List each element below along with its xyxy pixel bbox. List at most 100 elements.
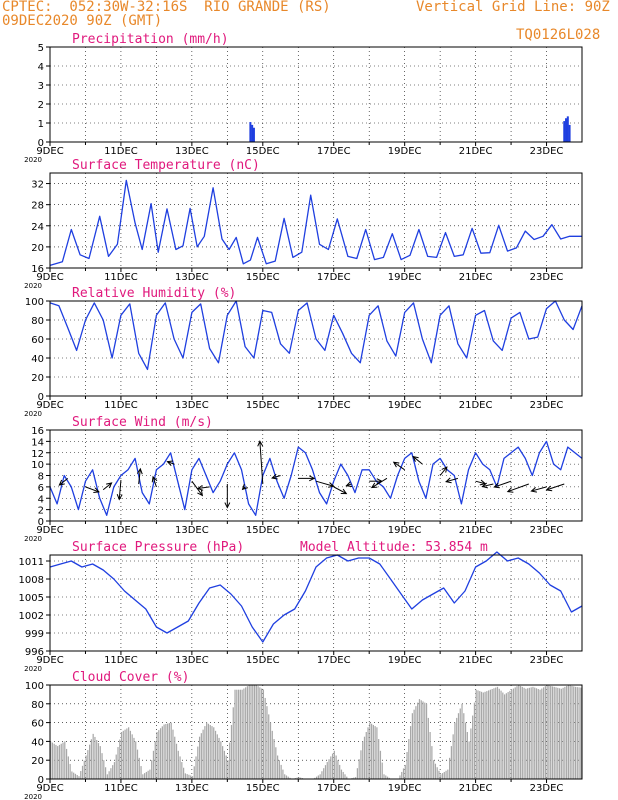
cloud-bar — [564, 686, 566, 779]
y-tick-label: 20 — [31, 756, 44, 767]
cloud-bar — [450, 746, 452, 779]
cloud-bar — [562, 687, 564, 779]
wind-arrow-head — [271, 473, 278, 480]
cloud-bar — [142, 774, 144, 779]
cloud-bar — [193, 766, 195, 779]
cloud-bar — [447, 769, 449, 779]
cloud-bar — [370, 723, 373, 779]
cloud-bar — [81, 765, 84, 779]
cloud-bar — [78, 776, 80, 779]
cloud-bar — [480, 691, 483, 779]
y-tick-label: 60 — [31, 719, 44, 730]
wind-arrow — [494, 480, 512, 488]
cloud-bar — [128, 727, 130, 779]
cloud-bar — [80, 771, 82, 779]
x-tick-label: 9DEC — [36, 525, 63, 536]
panel-frame — [49, 684, 583, 780]
cloud-bar — [253, 685, 256, 779]
cloud-bar — [287, 776, 289, 779]
x-tick-label: 13DEC — [175, 400, 209, 411]
wind-arrow — [259, 441, 264, 485]
wind-arrow-head — [370, 482, 378, 489]
wind-arrow-head — [151, 475, 158, 483]
cloud-bar — [328, 759, 330, 779]
cloud-bar — [55, 744, 57, 779]
cloud-bar — [433, 760, 435, 779]
cloud-bar — [243, 688, 245, 779]
cloud-bar — [101, 753, 103, 779]
cloud-bar — [165, 724, 167, 779]
cloud-bar — [285, 775, 288, 779]
cloud-bar — [496, 686, 499, 779]
cloud-bar — [51, 742, 53, 779]
wind-arrow — [138, 468, 141, 485]
y-tick-label: 24 — [31, 222, 44, 233]
cloud-bar — [229, 742, 231, 779]
cloud-bar — [427, 717, 429, 779]
cloud-bar — [175, 743, 178, 779]
cloud-bar — [266, 706, 268, 779]
cloud-bar — [145, 771, 147, 779]
wind-arrow — [393, 461, 405, 471]
wind-arrow — [315, 480, 334, 487]
y-tick-label: 40 — [31, 737, 44, 748]
cloud-bar — [431, 746, 433, 779]
cloud-bar — [339, 764, 341, 779]
cloud-bar — [463, 713, 465, 779]
y-tick-label: 2 — [38, 100, 44, 111]
precip-bar — [249, 122, 252, 142]
cloud-bar — [206, 722, 208, 779]
cloud-bar — [356, 768, 359, 779]
x-year-tag: 2020 — [24, 793, 42, 800]
cloud-bar — [314, 777, 316, 779]
y-tick-label: 8 — [38, 472, 44, 483]
cloud-bar — [527, 688, 529, 779]
wind-arrow — [531, 486, 547, 492]
cloud-bar — [424, 702, 426, 779]
cloud-bar — [106, 774, 108, 779]
cloud-bar — [177, 750, 179, 779]
wind-arrow — [333, 486, 347, 495]
cloud-bar — [278, 760, 280, 779]
cloud-bar — [574, 686, 577, 779]
cloud-bar — [379, 750, 382, 779]
cloud-bar — [330, 756, 332, 779]
cloud-bar — [124, 729, 126, 779]
cloud-bar — [367, 727, 369, 779]
cloud-bar — [113, 762, 116, 779]
cloud-bar — [268, 714, 270, 779]
cloud-bar — [202, 729, 204, 779]
cloud-bar — [340, 769, 343, 779]
y-tick-label: 3 — [38, 81, 44, 92]
cloud-bar — [532, 686, 534, 779]
cloud-bar — [73, 772, 75, 779]
precip-bar — [565, 118, 568, 142]
cloud-bar — [535, 688, 538, 779]
y-tick-label: 4 — [38, 494, 44, 505]
cloud-bar — [170, 722, 172, 779]
cloud-bar — [252, 685, 254, 779]
cloud-bar — [296, 777, 298, 779]
cloud-bar — [140, 766, 142, 779]
y-tick-label: 1008 — [19, 575, 44, 586]
panel-cloud-cover: Cloud Cover (%) 0 20 40 60 80 100 9DEC 11DEC 13DE… — [24, 670, 583, 800]
wind-arrow-head — [530, 486, 537, 493]
x-tick-label: 11DEC — [104, 272, 138, 283]
cloud-bar — [399, 775, 401, 779]
cloud-bar — [518, 685, 520, 779]
panel-subtitle: Model Altitude: 53.854 m — [300, 540, 488, 555]
cloud-bar — [181, 762, 183, 779]
wind-arrow — [482, 483, 494, 488]
cloud-bar — [454, 722, 456, 779]
cloud-bar — [261, 688, 263, 779]
wind-arrow-head — [106, 482, 113, 489]
y-tick-label: 80 — [31, 700, 44, 711]
cloud-bar — [461, 703, 463, 779]
wind-arrow — [439, 466, 448, 476]
cloud-bar — [135, 741, 137, 779]
panel-frame — [49, 429, 583, 522]
cloud-bar — [67, 756, 69, 779]
wind-vectors — [58, 440, 565, 509]
cloud-bar — [280, 764, 282, 779]
wind-arrow — [167, 461, 175, 465]
